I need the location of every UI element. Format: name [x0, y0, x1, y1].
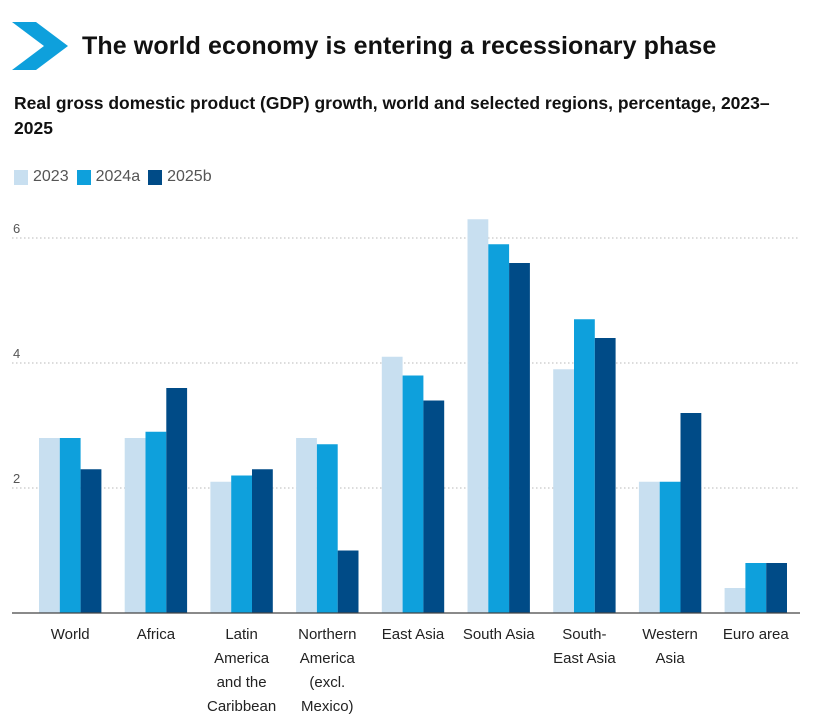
bar-4-2023 [381, 356, 403, 613]
bar-0-2024a [59, 438, 81, 613]
bar-2-2024a [231, 475, 252, 613]
bar-1-2025b [166, 388, 188, 613]
legend-item-2025b: 2025b [148, 168, 212, 186]
x-tick-label-0-0: World [51, 626, 90, 643]
bar-6-2024a [574, 319, 595, 613]
legend-swatch-2023 [14, 169, 28, 185]
chart-subtitle: Real gross domestic product (GDP) growth… [14, 93, 770, 138]
legend-label-2023: 2023 [33, 168, 69, 185]
bar-2-2023 [210, 481, 232, 613]
x-tick-label-6-0: South- [562, 626, 606, 643]
x-tick-label-4-0: East Asia [382, 626, 445, 643]
x-tick-label-3-2: (excl. [309, 674, 345, 691]
x-tick-label-3-3: Mexico) [301, 698, 354, 715]
legend-label-2024a: 2024a [95, 168, 141, 185]
chart-title: The world economy is entering a recessio… [82, 31, 717, 60]
bar-8-2025b [766, 563, 787, 613]
bar-0-2025b [80, 469, 102, 613]
bar-7-2025b [680, 413, 702, 613]
x-tick-label-1-0: Africa [137, 626, 176, 643]
bar-8-2024a [745, 563, 767, 613]
chevron-icon [12, 22, 68, 70]
x-tick-label-8-0: Euro area [723, 626, 790, 643]
x-tick-label-7-1: Asia [656, 650, 686, 667]
bar-6-2023 [553, 369, 574, 613]
bar-7-2023 [638, 481, 660, 613]
chart-header: The world economy is entering a recessio… [12, 22, 716, 70]
x-tick-label-2-2: and the [217, 674, 267, 691]
bar-1-2023 [124, 438, 146, 613]
x-tick-label-6-1: East Asia [553, 650, 616, 667]
y-tick-label-4: 4 [13, 346, 20, 361]
bar-4-2025b [423, 400, 445, 613]
bar-4-2024a [402, 375, 424, 613]
x-tick-label-5-0: South Asia [463, 626, 535, 643]
bar-3-2023 [296, 438, 317, 613]
bar-6-2025b [594, 338, 616, 613]
bar-7-2024a [659, 481, 681, 613]
bar-3-2025b [337, 550, 359, 613]
x-tick-label-3-1: America [300, 650, 356, 667]
x-tick-label-7-0: Western [642, 626, 698, 643]
bar-0-2023 [39, 438, 60, 613]
y-tick-label-6: 6 [13, 221, 20, 236]
bar-8-2023 [724, 588, 746, 613]
legend-swatch-2024a [76, 169, 91, 185]
legend-item-2023: 2023 [14, 168, 69, 186]
legend-label-2025b: 2025b [167, 168, 212, 185]
bar-5-2025b [509, 263, 530, 613]
x-tick-label-2-1: America [214, 650, 270, 667]
y-tick-label-2: 2 [13, 471, 20, 486]
legend-item-2024a: 2024a [76, 168, 141, 186]
chart-legend: 2023 2024a 2025b [14, 168, 220, 186]
bar-2-2025b [252, 469, 273, 613]
bar-3-2024a [316, 444, 338, 613]
bar-chart: 2 4 6 World Africa Latin America and the Caribbe… [12, 219, 800, 715]
x-tick-label-2-0: Latin [225, 626, 258, 643]
bar-1-2024a [145, 431, 167, 613]
bar-5-2023 [467, 219, 489, 613]
x-tick-label-3-0: Northern [298, 626, 356, 643]
x-tick-label-2-3: Caribbean [207, 698, 276, 715]
bar-5-2024a [488, 244, 510, 613]
legend-swatch-2025b [148, 169, 163, 185]
